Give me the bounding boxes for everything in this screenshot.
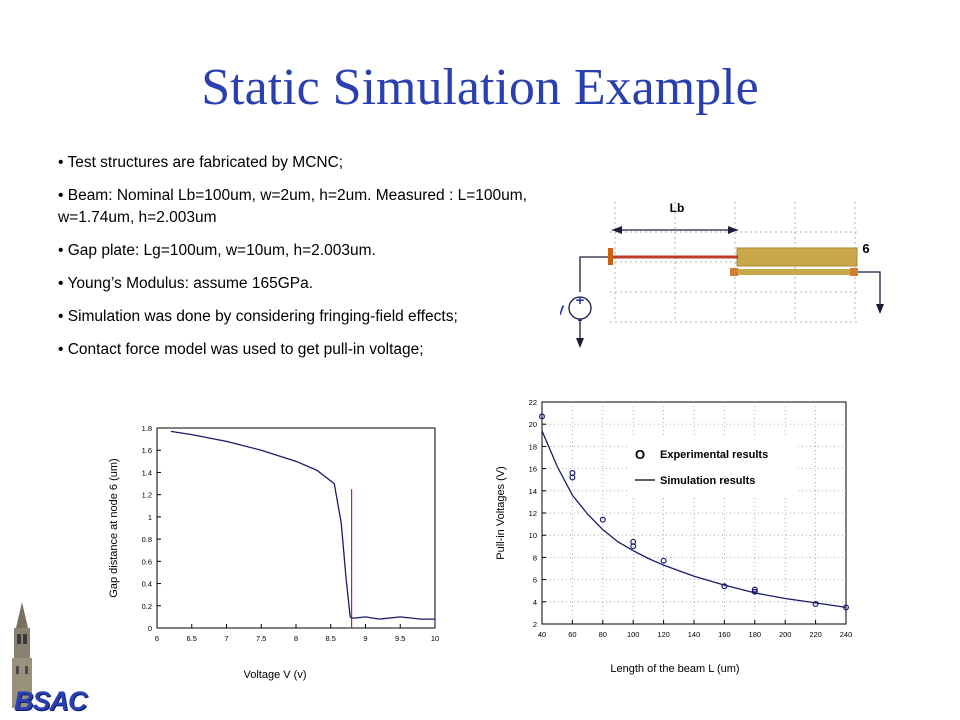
y-tick-label: 16	[529, 465, 537, 474]
y-tick-label: 1.4	[142, 468, 152, 477]
y-tick-label: 12	[529, 509, 537, 518]
x-tick-label: 220	[809, 630, 822, 639]
bullet-item: • Gap plate: Lg=100um, w=10um, h=2.003um…	[58, 242, 376, 259]
legend-label-simulation: Simulation results	[660, 475, 755, 487]
pullin-vs-length-chart: 40 60 80 100 120 140 160 180 200 220 240 2 4 6 8 10 12 14…	[495, 398, 853, 675]
data-point	[812, 601, 819, 608]
bsac-logo: BSAC	[0, 600, 120, 720]
x-axis-label: Length of the beam L (um)	[610, 663, 739, 675]
x-tick-label: 140	[688, 630, 701, 639]
x-tick-label: 7	[224, 634, 228, 643]
y-tick-label: 0.4	[142, 580, 152, 589]
x-tick-label: 8	[294, 634, 298, 643]
x-tick-label: 6	[155, 634, 159, 643]
y-tick-label: 1.6	[142, 446, 152, 455]
plate-anchor-left	[730, 268, 738, 276]
data-point	[751, 586, 758, 593]
y-tick-label: 6	[533, 576, 537, 585]
logo-text: BSAC	[14, 686, 88, 716]
y-tick-label: 0.8	[142, 535, 152, 544]
gap-plate	[736, 247, 858, 267]
x-tick-label: 240	[840, 630, 853, 639]
y-tick-label: 4	[533, 598, 537, 607]
series-line	[170, 430, 435, 620]
y-tick-label: 0.2	[142, 602, 152, 611]
x-tick-label: 160	[718, 630, 731, 639]
series-line	[541, 430, 847, 608]
data-point	[630, 543, 637, 550]
lb-label: Lb	[670, 201, 685, 215]
x-tick-label: 180	[749, 630, 762, 639]
right-ground-arrow	[876, 304, 884, 314]
y-tick-label: 1.2	[142, 491, 152, 500]
legend-box	[628, 438, 798, 496]
y-tick-label: 1	[148, 513, 152, 522]
plot-frame	[156, 427, 436, 629]
gap-vs-voltage-chart: 6 6.5 7 7.5 8 8.5 9 9.5 10 0 0.2 0.4 0.6 0.8 1 1.2 1.4 1.…	[108, 424, 439, 681]
slide-title: Static Simulation Example	[201, 59, 759, 116]
bullet-item: • Young’s Modulus: assume 165GPa.	[58, 275, 314, 292]
right-ground-wire	[858, 271, 881, 308]
bullet-item: • Beam: Nominal Lb=100um, w=2um, h=2um. …	[58, 187, 527, 226]
node-label: 6	[862, 241, 869, 256]
y-tick-label: 0	[148, 624, 152, 633]
y-tick-label: 14	[529, 487, 537, 496]
y-tick-label: 20	[529, 420, 537, 429]
x-axis-label: Voltage V (v)	[244, 669, 307, 681]
data-point	[660, 557, 667, 564]
x-tick-label: 200	[779, 630, 792, 639]
x-tick-label: 40	[538, 630, 546, 639]
y-tick-label: 22	[529, 398, 537, 407]
bullet-item: • Test structures are fabricated by MCNC…	[58, 154, 344, 171]
legend: O Experimental results Simulation result…	[628, 438, 798, 496]
x-tick-label: 60	[568, 630, 576, 639]
plus-sign: +	[576, 292, 585, 309]
data-point	[599, 516, 606, 523]
bottom-plate	[732, 269, 857, 275]
minus-sign: -	[578, 311, 583, 328]
legend-label-experimental: Experimental results	[660, 449, 768, 461]
lb-arrow-left	[612, 226, 622, 234]
x-tick-label: 7.5	[256, 634, 266, 643]
y-tick-label: 0.6	[142, 557, 152, 566]
y-tick-label: 10	[529, 531, 537, 540]
bullet-list: • Test structures are fabricated by MCNC…	[58, 152, 528, 372]
voltage-label: V	[560, 302, 565, 318]
x-tick-label: 6.5	[187, 634, 197, 643]
bullet-item: • Simulation was done by considering fri…	[58, 308, 458, 325]
source-ground-arrow	[576, 338, 584, 348]
tower-icon	[12, 602, 32, 708]
x-tick-label: 8.5	[326, 634, 336, 643]
x-tick-label: 10	[431, 634, 439, 643]
x-tick-label: 9.5	[395, 634, 405, 643]
legend-marker-experimental: O	[635, 447, 645, 462]
y-tick-label: 18	[529, 442, 537, 451]
x-tick-label: 120	[657, 630, 670, 639]
lb-arrow-right	[728, 226, 738, 234]
voltage-source	[568, 296, 592, 320]
x-tick-label: 9	[363, 634, 367, 643]
left-wire	[579, 256, 608, 292]
y-axis-label: Pull-in Voltages (V)	[495, 466, 507, 560]
y-tick-label: 1.8	[142, 424, 152, 433]
beam-schematic: Lb 6 + - V	[560, 201, 884, 348]
data-point	[569, 474, 576, 481]
y-tick-label: 2	[533, 620, 537, 629]
x-tick-label: 80	[599, 630, 607, 639]
y-axis-label: Gap distance at node 6 (um)	[108, 458, 120, 597]
y-tick-label: 8	[533, 553, 537, 562]
bullet-item: • Contact force model was used to get pu…	[58, 341, 424, 358]
x-tick-label: 100	[627, 630, 640, 639]
anchor-left	[608, 248, 613, 265]
plate-anchor-right	[850, 268, 858, 276]
data-point	[538, 413, 545, 420]
